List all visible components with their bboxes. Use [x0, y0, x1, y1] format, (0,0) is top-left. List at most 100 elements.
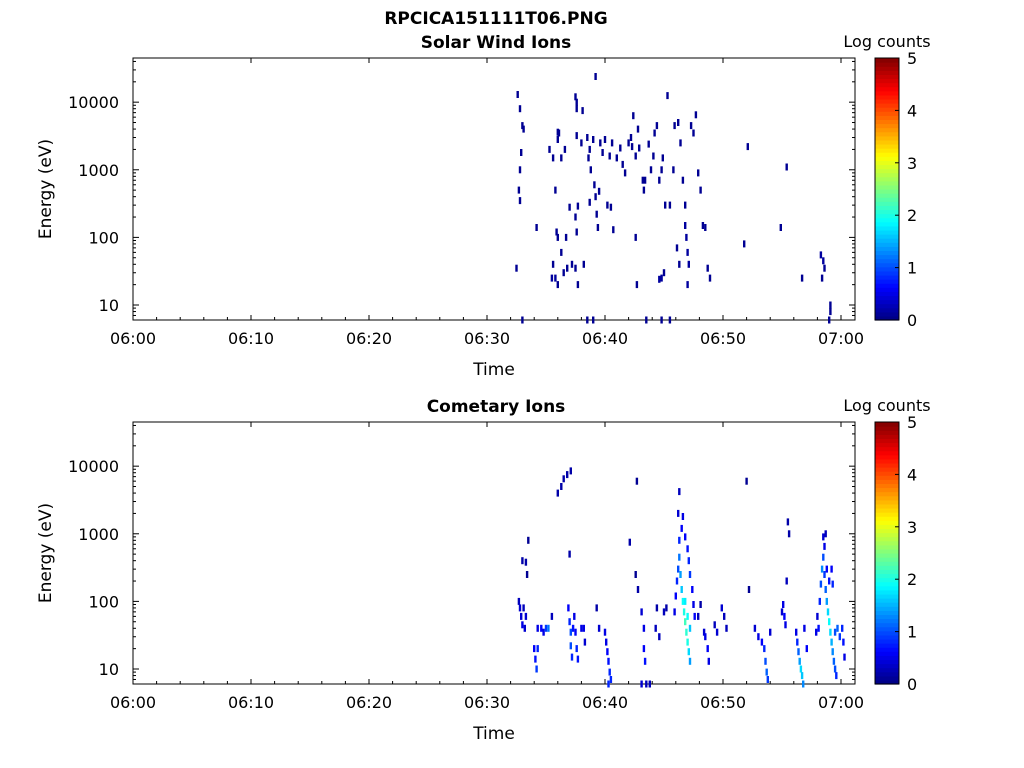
heatmap-cell: [573, 612, 576, 620]
colorbar-segment: [875, 94, 899, 100]
heatmap-cell: [769, 628, 772, 636]
colorbar-label-cometary: Log counts: [843, 396, 930, 415]
colorbar-segment: [875, 442, 899, 448]
heatmap-cell: [688, 657, 692, 665]
heatmap-cell: [580, 139, 583, 147]
colorbar-segment: [875, 266, 899, 272]
heatmap-cell: [540, 624, 543, 632]
colorbar-segment: [875, 103, 899, 108]
colorbar-segment: [875, 307, 899, 313]
heatmap-cell: [550, 612, 554, 620]
x-tick-label: 07:00: [818, 693, 864, 712]
heatmap-cell: [678, 553, 681, 561]
heatmap-cell: [745, 477, 748, 485]
colorbar-segment: [875, 90, 899, 96]
colorbar-segment: [875, 193, 899, 198]
colorbar-tick-label: 2: [907, 206, 917, 225]
heatmap-cell: [664, 201, 667, 209]
heatmap-cell: [594, 193, 597, 201]
colorbar-segment: [875, 671, 899, 677]
panel-cometary: Cometary Ions 06:00 06:10 06:20 06:30 06:40 0…: [36, 396, 931, 744]
x-tick-label: 06:40: [582, 329, 628, 348]
heatmap-cell: [822, 257, 825, 265]
heatmap-cell: [708, 274, 712, 282]
colorbar-segment: [875, 450, 899, 456]
heatmap-cell: [645, 680, 648, 688]
colorbar-segment: [875, 475, 899, 480]
colorbar-tick-label: 3: [907, 154, 917, 173]
heatmap-cell: [800, 274, 804, 282]
colorbar-tick-label: 0: [907, 311, 917, 330]
heatmap-cell: [548, 145, 551, 153]
heatmap-cell: [706, 264, 709, 272]
colorbar-segment: [875, 426, 899, 431]
heatmap-cell: [629, 134, 633, 141]
colorbar-segment: [875, 626, 899, 632]
y-tick-label: 1000: [78, 161, 119, 180]
heatmap-cell: [575, 228, 578, 236]
heatmap-cell: [647, 140, 650, 148]
heatmap-cell: [555, 228, 558, 236]
heatmap-cell: [654, 624, 657, 632]
heatmap-cell: [677, 119, 680, 126]
heatmap-cell: [685, 628, 688, 636]
colorbar-label-solar-wind: Log counts: [843, 32, 930, 51]
heatmap-cell: [715, 628, 719, 636]
heatmap-cell: [686, 545, 689, 553]
heatmap-cell: [536, 645, 539, 653]
heatmap-cell: [680, 524, 683, 532]
heatmap-cell: [677, 509, 680, 517]
colorbar-segment: [875, 520, 899, 525]
colorbar-segment: [875, 630, 899, 636]
panel-title-cometary: Cometary Ions: [427, 397, 566, 417]
heatmap-cell: [562, 269, 565, 277]
x-tick-label: 06:40: [582, 693, 628, 712]
heatmap-cell: [560, 248, 563, 256]
colorbar-segment: [875, 643, 899, 648]
colorbar-segment: [875, 438, 899, 444]
colorbar-segment: [875, 274, 899, 280]
heatmap-cell: [566, 264, 569, 272]
x-tick-label: 06:00: [110, 693, 156, 712]
heatmap-cell: [655, 604, 659, 612]
heatmap-cell: [597, 624, 601, 632]
heatmap-cell: [593, 181, 596, 189]
colorbar-segment: [875, 532, 899, 538]
heatmap-cell: [609, 203, 613, 211]
heatmap-cell: [822, 533, 825, 541]
colorbar-segment: [875, 258, 899, 264]
heatmap-cell: [554, 186, 557, 194]
colorbar-segment: [875, 454, 899, 460]
colorbar-segment: [875, 143, 899, 149]
heatmap-cell: [619, 144, 622, 152]
heatmap-cell: [575, 132, 578, 140]
heatmap-cell: [580, 624, 583, 632]
heatmap-cell: [551, 260, 555, 268]
heatmap-cell: [820, 565, 824, 573]
x-tick-label: 06:30: [464, 329, 510, 348]
colorbar-segment: [875, 311, 899, 317]
colorbar-segment: [875, 569, 899, 575]
heatmap-cell: [520, 612, 523, 620]
heatmap-cell: [836, 624, 839, 632]
heatmap-cell: [592, 316, 595, 324]
colorbar-segment: [875, 512, 899, 517]
colorbar-segment: [875, 225, 899, 231]
heatmap-cell: [662, 269, 666, 277]
heatmap-cell: [835, 672, 838, 680]
heatmap-cell: [796, 638, 799, 646]
heatmap-cell: [587, 154, 590, 162]
heatmap-cell: [524, 612, 528, 620]
heatmap-cell: [661, 154, 664, 162]
heatmap-cell: [672, 166, 675, 174]
heatmap-cell: [521, 621, 524, 629]
heatmap-cell: [571, 624, 575, 632]
heatmap-cell: [824, 586, 827, 593]
heatmap-cell: [818, 597, 821, 605]
heatmap-cell: [692, 129, 695, 137]
colorbar-segment: [875, 295, 899, 301]
colorbar-segment: [875, 180, 899, 186]
heatmap-cell: [686, 281, 689, 289]
heatmap-cell: [673, 608, 676, 616]
